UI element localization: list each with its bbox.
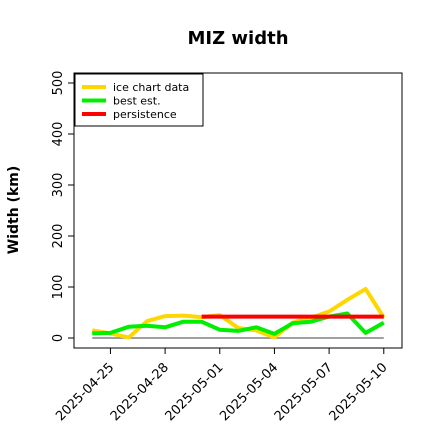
y-tick-label: 300	[51, 173, 66, 198]
legend-label: ice chart data	[113, 81, 189, 94]
series-layer	[91, 287, 386, 340]
x-tick-label: 2025-05-10	[327, 360, 391, 424]
y-tick-label: 200	[51, 224, 66, 249]
y-tick-label: 400	[51, 122, 66, 147]
x-axis: 2025-04-252025-04-282025-05-012025-05-04…	[53, 348, 391, 424]
legend-label: persistence	[113, 108, 177, 121]
y-tick-label: 100	[51, 275, 66, 300]
y-tick-label: 500	[51, 71, 66, 96]
legend-label: best est.	[113, 95, 161, 108]
y-axis: 0 100 200 300 400 500	[51, 71, 75, 342]
y-tick-label: 0	[51, 334, 66, 342]
chart-title: MIZ width	[187, 28, 288, 49]
y-axis-label: Width (km)	[6, 166, 22, 255]
